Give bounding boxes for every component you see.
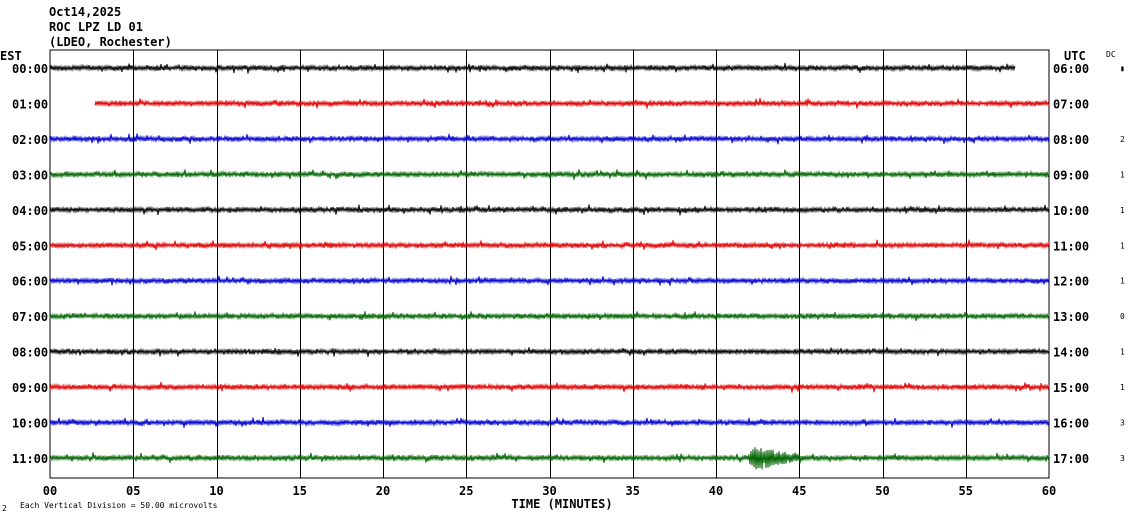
x-tick-label: 45 xyxy=(792,484,806,498)
station-name: ROC LPZ LD 01 xyxy=(49,20,143,34)
utc-hour-label: 11:00 xyxy=(1053,239,1089,253)
seismic-trace xyxy=(49,62,1016,74)
x-tick-label: 15 xyxy=(293,484,307,498)
seismic-trace xyxy=(49,239,1050,251)
x-axis-title: TIME (MINUTES) xyxy=(511,497,612,511)
plot-date: Oct14,2025 xyxy=(49,5,121,19)
x-axis-ticks: 00 05 10 15 20 25 30 35 40 45 50 55 60 xyxy=(43,484,1056,498)
utc-hour-label: 16:00 xyxy=(1053,417,1089,431)
scale-note: Each Vertical Division = 50.00 microvolt… xyxy=(20,501,218,510)
est-label: EST xyxy=(0,49,22,63)
seismic-trace xyxy=(49,381,1050,393)
est-hour-label: 11:00 xyxy=(12,452,48,466)
dc-offset-value: 1 xyxy=(1120,277,1125,286)
dc-offset-value: 3 xyxy=(1120,419,1125,428)
seismic-trace xyxy=(49,447,1050,470)
x-tick-label: 50 xyxy=(875,484,889,498)
utc-hour-label: 10:00 xyxy=(1053,204,1089,218)
utc-hour-label: 14:00 xyxy=(1053,346,1089,360)
seismic-trace xyxy=(94,97,1050,109)
x-tick-label: 40 xyxy=(709,484,723,498)
x-tick-label: 10 xyxy=(209,484,223,498)
plot-frame xyxy=(49,49,1050,479)
utc-hour-label: 06:00 xyxy=(1053,62,1089,76)
x-tick-label: 55 xyxy=(959,484,973,498)
est-hour-label: 09:00 xyxy=(12,381,48,395)
est-hour-label: 05:00 xyxy=(12,239,48,253)
utc-hour-label: 17:00 xyxy=(1053,452,1089,466)
utc-label: UTC xyxy=(1064,49,1086,63)
x-tick-label: 60 xyxy=(1042,484,1056,498)
row-labels: 00:00 06:00 ▮ 01:00 07:00 02:00 08:00 2 03:00 09:… xyxy=(12,62,1125,466)
dc-offset-value: 0 xyxy=(1120,312,1125,321)
est-hour-label: 07:00 xyxy=(12,310,48,324)
dc-offset-value: 3 xyxy=(1120,454,1125,463)
x-tick-label: 00 xyxy=(43,484,57,498)
dc-offset-value: 1 xyxy=(1120,206,1125,215)
seismic-trace xyxy=(49,275,1050,286)
x-tick-label: 20 xyxy=(376,484,390,498)
est-hour-label: 04:00 xyxy=(12,204,48,218)
dc-offset-value: 1 xyxy=(1120,170,1125,179)
dc-offset-value: 1 xyxy=(1120,348,1125,357)
dc-offset-value: ▮ xyxy=(1120,64,1125,73)
dc-offset-value: 1 xyxy=(1120,383,1125,392)
est-hour-label: 01:00 xyxy=(12,97,48,111)
x-tick-label: 35 xyxy=(626,484,640,498)
est-hour-label: 00:00 xyxy=(12,62,48,76)
trace-group xyxy=(49,62,1050,470)
utc-hour-label: 13:00 xyxy=(1053,310,1089,324)
est-hour-label: 02:00 xyxy=(12,133,48,147)
dc-offset-value: 1 xyxy=(1120,241,1125,250)
utc-hour-label: 12:00 xyxy=(1053,275,1089,289)
est-hour-label: 08:00 xyxy=(12,346,48,360)
dc-label: DC xyxy=(1106,50,1116,59)
utc-hour-label: 07:00 xyxy=(1053,97,1089,111)
x-tick-label: 30 xyxy=(542,484,556,498)
utc-hour-label: 15:00 xyxy=(1053,381,1089,395)
seismic-trace xyxy=(49,204,1050,216)
utc-hour-label: 09:00 xyxy=(1053,168,1089,182)
dc-offset-value: 2 xyxy=(1120,135,1125,144)
x-tick-label: 05 xyxy=(126,484,140,498)
utc-hour-label: 08:00 xyxy=(1053,133,1089,147)
network-name: (LDEO, Rochester) xyxy=(49,35,172,49)
seismic-trace xyxy=(49,416,1050,428)
corner-mark: 2 xyxy=(2,504,7,513)
seismic-trace xyxy=(49,311,1050,321)
seismic-trace xyxy=(49,133,1050,145)
est-hour-label: 06:00 xyxy=(12,275,48,289)
x-tick-label: 25 xyxy=(459,484,473,498)
seismic-trace xyxy=(49,347,1050,357)
est-hour-label: 03:00 xyxy=(12,168,48,182)
seismic-trace xyxy=(49,169,1050,180)
est-hour-label: 10:00 xyxy=(12,417,48,431)
plot-grid xyxy=(49,49,1050,479)
